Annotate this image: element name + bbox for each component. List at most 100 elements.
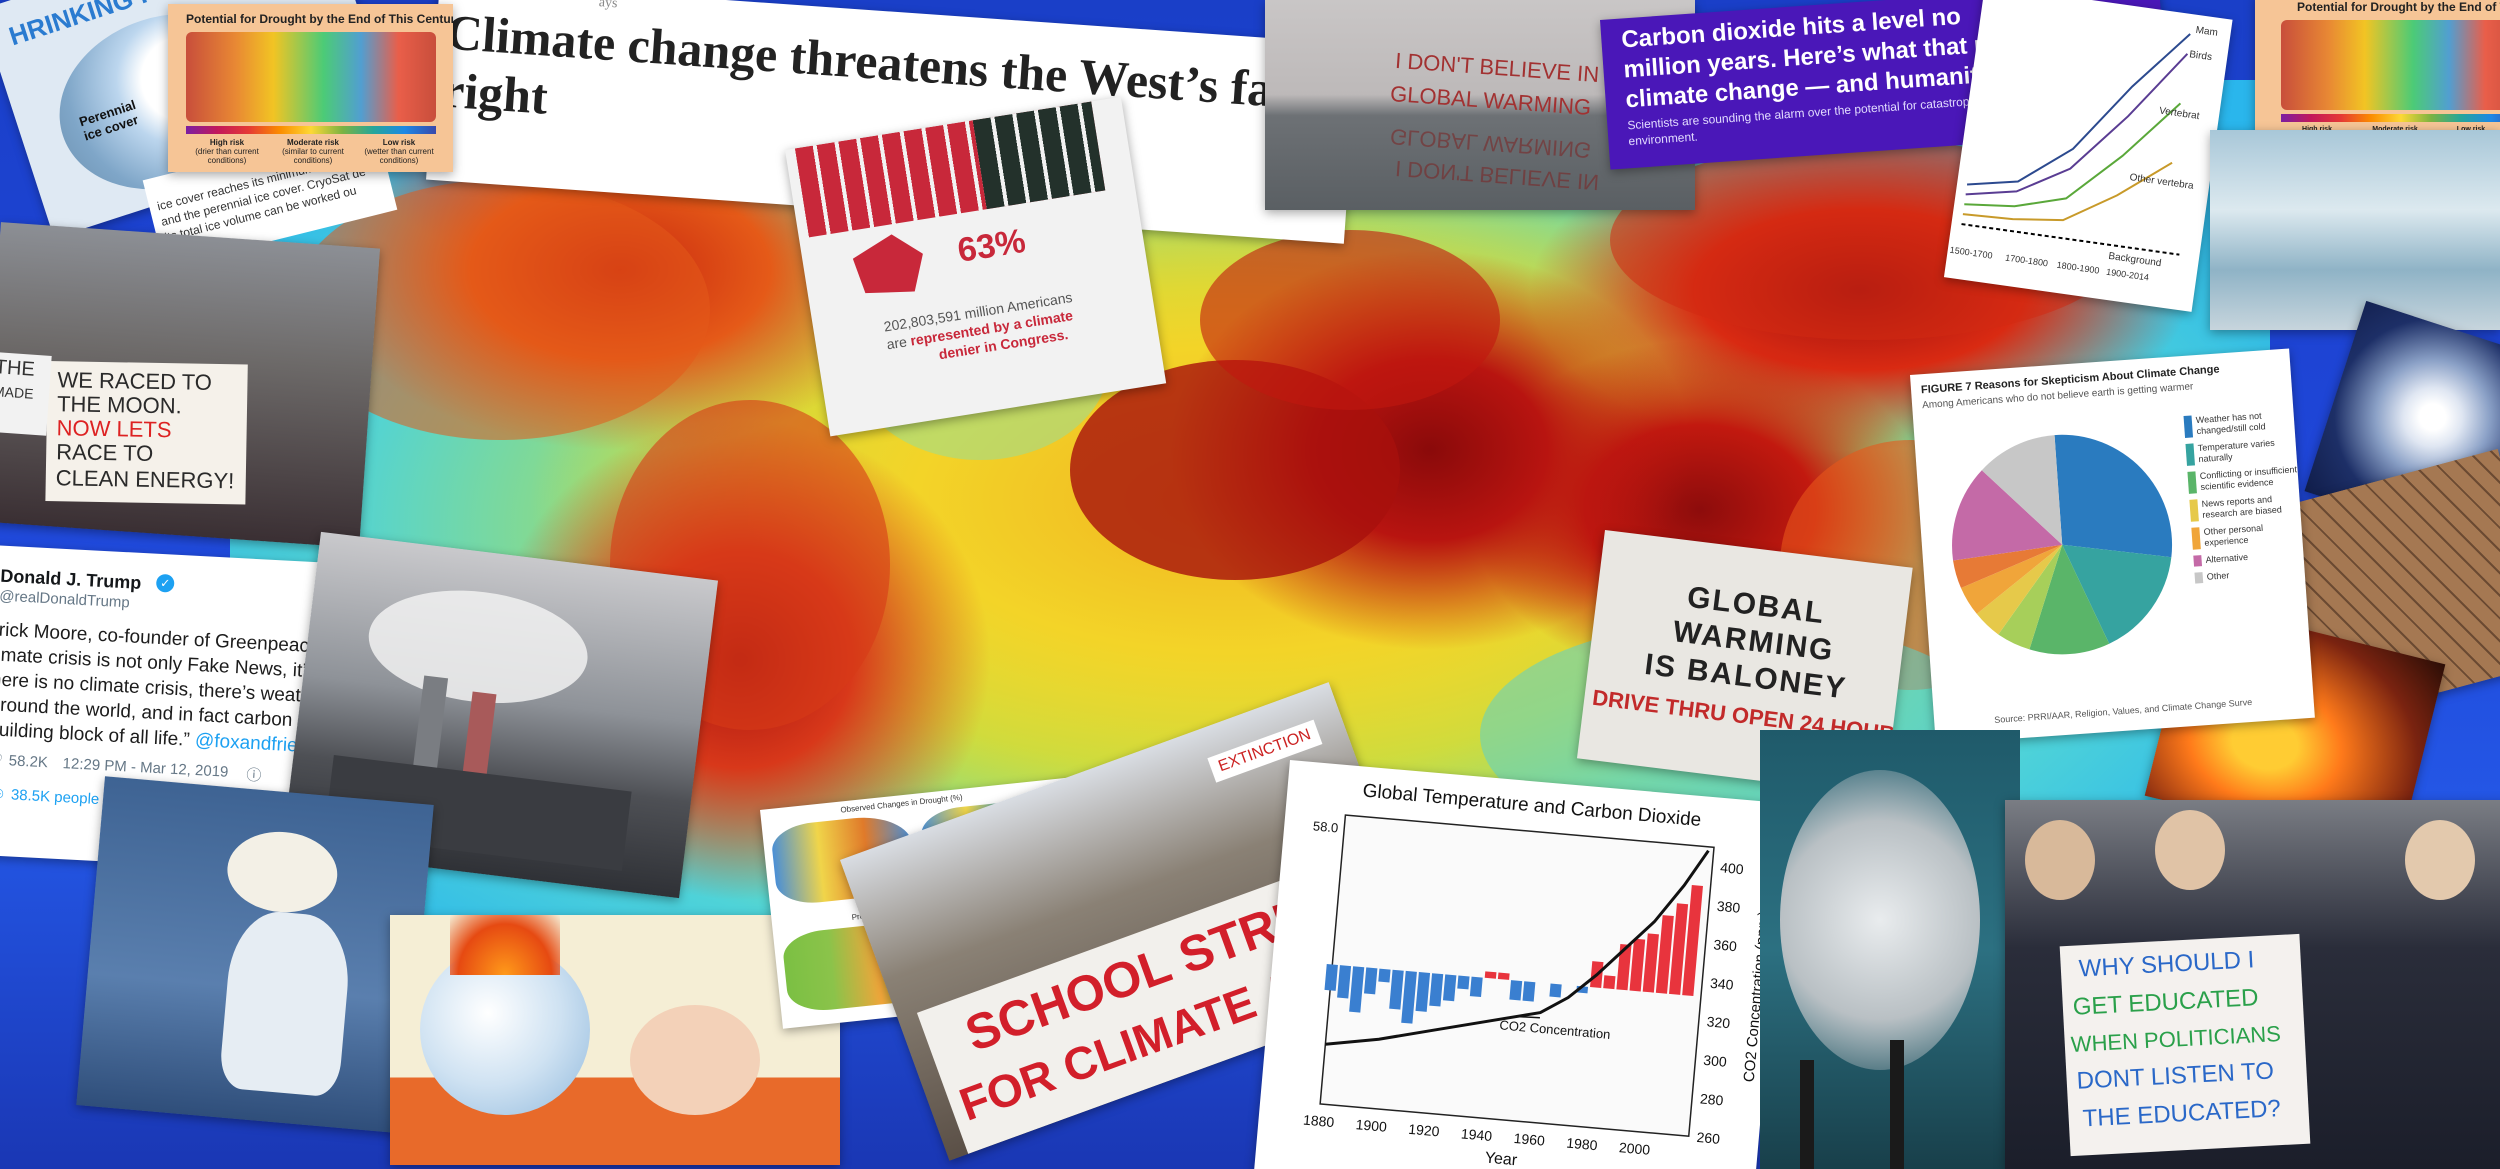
- x-tick-label: 1980: [1566, 1135, 1599, 1154]
- x-tick-label: 1880: [1302, 1112, 1335, 1131]
- verified-icon: ✓: [155, 573, 175, 593]
- students-sign-1: WHY SHOULD I: [2078, 946, 2255, 983]
- anomaly-bar: [1642, 933, 1659, 993]
- protest-sign-left-2: MADE: [0, 382, 35, 402]
- headline-line-2: right: [440, 61, 550, 125]
- tweet-time: 12:29 PM - Mar 12, 2019: [62, 755, 229, 781]
- anomaly-bar: [1655, 915, 1674, 994]
- glacier-photo: [2210, 130, 2500, 330]
- temperature-chart-card: Global Temperature and Carbon Dioxide 58.…: [1253, 760, 1789, 1169]
- congress-card: 63% 202,803,591 million Americans are re…: [785, 96, 1167, 437]
- headline-fragment: ays: [598, 0, 618, 12]
- anomaly-bar: [1401, 970, 1417, 1024]
- pie-legend-2: Temperature varies naturally: [2185, 436, 2297, 466]
- tweet-likes: 58.2K: [8, 752, 49, 772]
- anomaly-bar: [1484, 971, 1497, 979]
- co2-article-sub-2: environment.: [1628, 129, 1699, 149]
- x-axis-label: Year: [1484, 1150, 1518, 1169]
- students-sign-3: WHEN POLITICIANS: [2070, 1020, 2282, 1057]
- baby-globe-photo: [390, 915, 840, 1165]
- polar-bear-photo: [76, 776, 434, 1134]
- x-tick-label: 1920: [1408, 1121, 1441, 1140]
- co2-line: [1325, 849, 1710, 1046]
- pie-chart-card: FIGURE 7 Reasons for Skepticism About Cl…: [1910, 348, 2315, 745]
- info-icon[interactable]: ⓘ: [245, 766, 262, 785]
- x-tick-label: 1940: [1460, 1125, 1493, 1144]
- extinction-lines: [1961, 33, 2191, 256]
- y-right-tick-label: 300: [1703, 1052, 1728, 1070]
- anomaly-bar: [1549, 983, 1562, 998]
- drought-map-card: Potential for Drought by the End of This…: [168, 4, 453, 172]
- drought-legend-low: Low risk (wetter than current conditions): [364, 138, 434, 165]
- pie-legend-5: Other personal experience: [2191, 520, 2303, 550]
- anomaly-bar: [1378, 968, 1391, 983]
- pie-legend: Weather has not changed/still cold Tempe…: [2183, 408, 2306, 589]
- protest-sign-line-4: RACE TO: [56, 439, 154, 466]
- y-right-tick-label: 400: [1720, 859, 1745, 877]
- chart-frame: [1319, 814, 1715, 1137]
- protest-sign-left-1: THE: [0, 356, 36, 381]
- anomaly-bar: [1682, 884, 1703, 997]
- anomaly-bar: [1349, 966, 1365, 1013]
- protest-photo: WE RACED TO THE MOON. NOW LETS RACE TO C…: [0, 222, 381, 548]
- protest-sign: WE RACED TO THE MOON. NOW LETS RACE TO C…: [45, 361, 248, 505]
- drought-map-right-image: [2281, 20, 2500, 110]
- drought-scale: [186, 126, 436, 134]
- graffiti-line-1: I DON'T BELIEVE IN: [1394, 47, 1600, 88]
- pie-legend-3: Conflicting or insufficient scientific e…: [2187, 464, 2299, 494]
- anomaly-bar: [1629, 938, 1646, 992]
- x-tick-label: 1960: [1513, 1130, 1546, 1149]
- alaska-shape: [850, 230, 929, 300]
- students-sign-5: THE EDUCATED?: [2082, 1095, 2282, 1133]
- anomaly-bar: [1509, 980, 1523, 1001]
- anomaly-bar: [1363, 967, 1378, 995]
- chart-left-tick: 58.0: [1312, 818, 1339, 835]
- anomaly-bar: [1389, 969, 1404, 1010]
- anomaly-bar: [1669, 903, 1689, 995]
- temperature-chart: Global Temperature and Carbon Dioxide58.…: [1302, 780, 1772, 1169]
- students-sign-4: DONT LISTEN TO: [2076, 1057, 2275, 1095]
- anomaly-bar: [1324, 963, 1338, 991]
- pie-legend-1: Weather has not changed/still cold: [2183, 408, 2295, 438]
- anomaly-bar: [1429, 973, 1444, 1007]
- anomaly-bar: [1469, 976, 1483, 998]
- drought-legend-high: High risk (drier than current conditions): [195, 138, 259, 165]
- drought-map-image: [186, 32, 436, 122]
- anomaly-bar: [1603, 975, 1616, 990]
- y-right-tick-label: 380: [1716, 898, 1741, 916]
- congress-percent: 63%: [954, 221, 1029, 270]
- anomaly-bar: [1415, 972, 1431, 1012]
- heart-icon[interactable]: ♡: [0, 752, 4, 770]
- pie-chart: [1952, 434, 2172, 655]
- students-photo: WHY SHOULD I GET EDUCATED WHEN POLITICIA…: [2005, 800, 2500, 1169]
- protest-sign-line-5: CLEAN ENERGY!: [55, 465, 235, 494]
- pie-source: Source: PRRI/AAR, Religion, Values, and …: [1993, 696, 2253, 725]
- us-map-bars-dark: [972, 101, 1106, 210]
- anomaly-bar: [1497, 972, 1510, 980]
- pie-legend-7: Other: [2194, 564, 2305, 584]
- pie-legend-6: Alternative: [2193, 548, 2304, 567]
- anomaly-bar: [1616, 943, 1632, 991]
- comment-icon[interactable]: 💬︎: [0, 786, 7, 805]
- protest-sign-left: THE MADE: [0, 351, 52, 436]
- students-sign: WHY SHOULD I GET EDUCATED WHEN POLITICIA…: [2059, 933, 2311, 1157]
- x-tick-label: 2000: [1618, 1139, 1651, 1158]
- anomaly-bar: [1457, 975, 1470, 990]
- y-right-tick-label: 340: [1709, 975, 1734, 993]
- y-right-tick-label: 320: [1706, 1013, 1731, 1031]
- drought-map-right-title: Potential for Drought by the End of This…: [2297, 0, 2500, 14]
- co2-annotation-arrow: [1518, 1015, 1540, 1019]
- anomaly-bar: [1522, 981, 1536, 1002]
- pie-legend-4: News reports and research are biased: [2189, 492, 2301, 522]
- anomaly-bar: [1337, 965, 1352, 999]
- smokestack-photo: [1760, 730, 2020, 1169]
- extinction-chart-card: Mam Birds Vertebrat Other vertebra Backg…: [1943, 0, 2233, 312]
- headline-line-1: Climate change threatens the West’s far: [444, 3, 1297, 119]
- students-sign-2: GET EDUCATED: [2072, 984, 2260, 1021]
- x-tick-label: 1900: [1355, 1116, 1388, 1135]
- graffiti-line-2: GLOBAL WARMING: [1389, 81, 1592, 120]
- y-right-tick-label: 260: [1696, 1129, 1721, 1147]
- y-right-tick-label: 360: [1713, 936, 1738, 954]
- y-right-tick-label: 280: [1699, 1090, 1724, 1108]
